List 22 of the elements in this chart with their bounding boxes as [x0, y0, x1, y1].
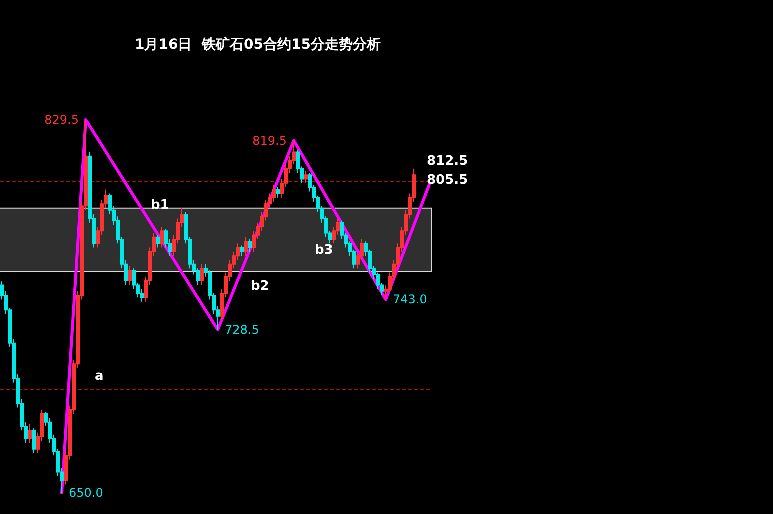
candlestick — [244, 236, 248, 257]
candlestick — [304, 170, 308, 184]
annotation: a — [95, 369, 104, 384]
chart-title: 1月16日 铁矿石05合约15分走势分析 — [135, 36, 381, 53]
annotation: b3 — [315, 243, 334, 258]
candlestick — [276, 187, 280, 198]
candlestick — [160, 226, 164, 248]
data-label: 819.5 — [252, 134, 287, 148]
candlestick — [240, 245, 244, 257]
candlestick — [28, 424, 32, 444]
candlestick — [128, 266, 132, 286]
candlestick — [32, 428, 36, 454]
annotation: 805.5 — [427, 173, 468, 188]
candlestick — [156, 234, 160, 248]
data-label: 650.0 — [69, 486, 104, 500]
data-label: 743.0 — [393, 292, 428, 307]
candlestick — [248, 238, 252, 252]
annotation: 812.5 — [427, 154, 468, 169]
data-label: 728.5 — [225, 322, 260, 337]
data-label: 829.5 — [44, 113, 79, 127]
annotation: b2 — [251, 279, 270, 294]
candlestick — [200, 264, 204, 286]
